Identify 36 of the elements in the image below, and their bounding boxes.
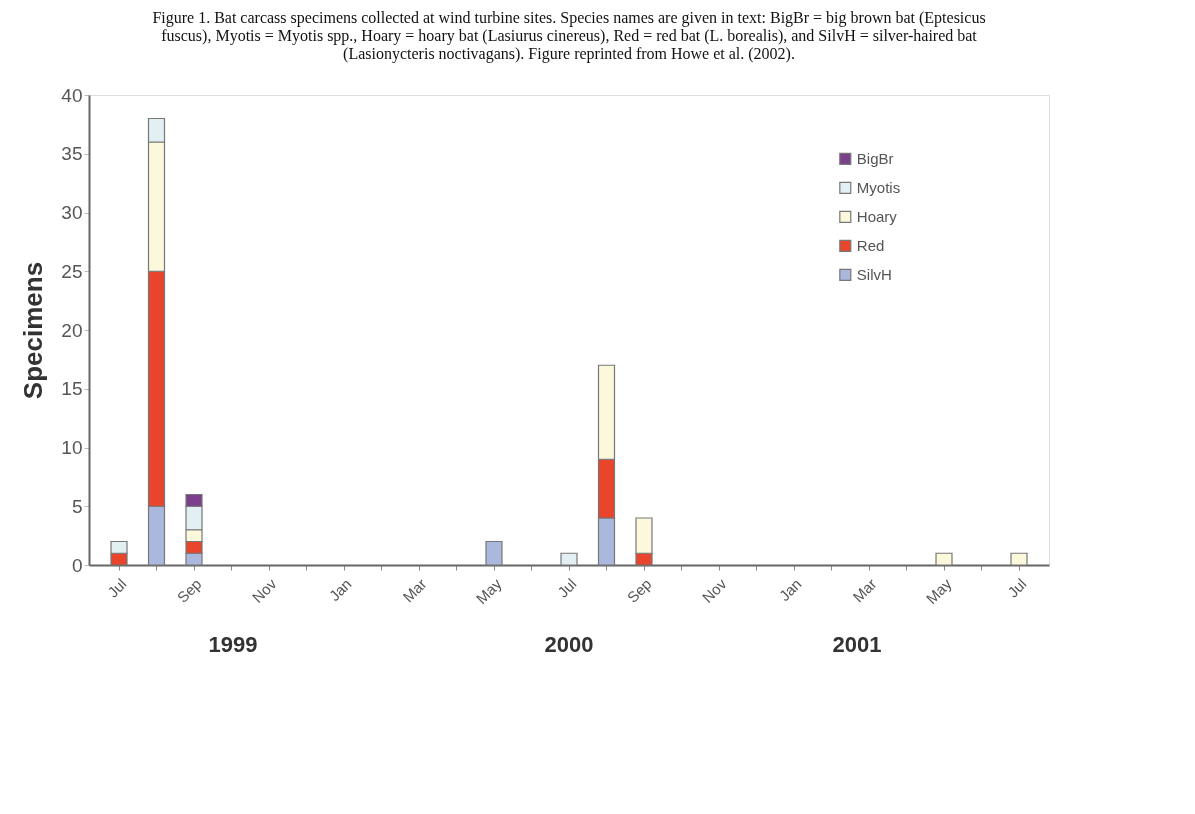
x-tick-label: Mar <box>849 575 880 606</box>
legend-label: SilvH <box>856 265 892 283</box>
legend-label: Hoary <box>856 207 898 225</box>
y-axis-title: Specimens <box>18 261 49 400</box>
y-tick-label: 25 <box>61 260 83 282</box>
text: 1999 <box>208 632 258 657</box>
y-tick-label: 40 <box>61 84 83 106</box>
bar <box>560 552 578 566</box>
x-tick-label: Jan <box>775 575 805 605</box>
text: 2000 <box>544 632 594 657</box>
x-tick-label: Nov <box>248 574 280 606</box>
bar <box>485 540 503 566</box>
x-tick-label: Sep <box>173 575 205 606</box>
y-tick-label: 10 <box>61 437 83 458</box>
legend-label: BigBr <box>856 149 894 167</box>
legend-label: Myotis <box>856 178 901 196</box>
legend-label: Red <box>856 236 885 254</box>
y-tick-label: 0 <box>71 554 83 576</box>
y-tick-label: 20 <box>61 319 83 341</box>
x-tick-label: May <box>472 574 505 608</box>
x-tick-label: Sep <box>623 575 655 606</box>
y-tick-label: 5 <box>71 495 83 517</box>
y-tick-label: 35 <box>61 143 83 165</box>
x-tick-label: Mar <box>399 575 430 606</box>
text: 2001 <box>832 632 882 657</box>
x-tick-label: Jul <box>554 575 580 601</box>
x-tick-label: Jul <box>104 575 130 601</box>
x-tick-label: Jul <box>1004 575 1030 601</box>
y-tick-label: 15 <box>61 378 83 400</box>
x-tick-label: May <box>922 574 955 608</box>
x-tick-label: Nov <box>698 574 730 606</box>
chart-title: Figure 1. Bat carcass specimens collected at wind turbine sites. Species names are given in text: BigBr = big brown bat (Eptesicus fuscus), Myotis = Myotis spp., Hoary = hoary bat (Lasiurus cinereus), Red = red bat (L. borealis), and SilvH = silver-haired bat (Lasionycteris noctivagans). Figure reprinted from Howe et al. (2002). <box>152 9 986 63</box>
bar <box>1010 552 1028 566</box>
bar <box>935 552 953 566</box>
x-tick-label: Jan <box>325 575 355 605</box>
y-tick-label: 30 <box>61 202 83 223</box>
